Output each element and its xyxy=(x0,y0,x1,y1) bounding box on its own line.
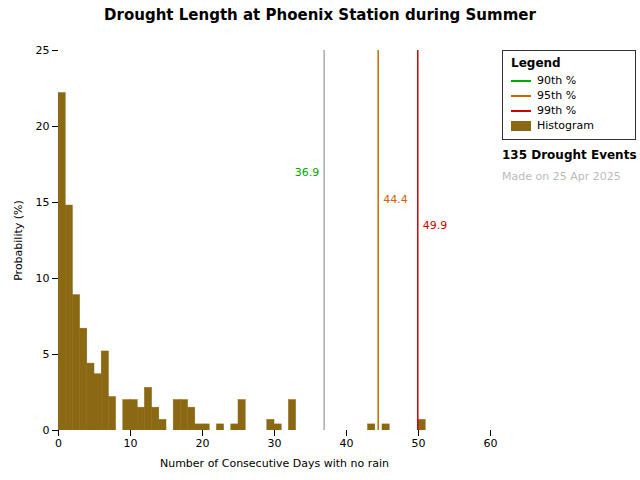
svg-text:10: 10 xyxy=(36,272,50,285)
svg-text:20: 20 xyxy=(36,120,50,133)
html-text:99th %: 99th % xyxy=(537,104,577,117)
svg-text:40: 40 xyxy=(340,437,354,450)
svg-text:60: 60 xyxy=(484,437,498,450)
svg-text:44.4: 44.4 xyxy=(383,193,408,206)
svg-text:36.9: 36.9 xyxy=(295,166,320,179)
html-text:135 Drought Events: 135 Drought Events xyxy=(502,148,637,162)
svg-text:Probability (%): Probability (%) xyxy=(12,200,25,281)
svg-text:25: 25 xyxy=(36,44,50,57)
svg-text:20: 20 xyxy=(196,437,210,450)
svg-text:15: 15 xyxy=(36,196,50,209)
svg-text:5: 5 xyxy=(43,348,50,361)
svg-text:0: 0 xyxy=(43,424,50,437)
html-text:Made on 25 Apr 2025: Made on 25 Apr 2025 xyxy=(502,170,621,183)
svg-text:30: 30 xyxy=(268,437,282,450)
svg-text:0: 0 xyxy=(55,437,62,450)
html-text:95th %: 95th % xyxy=(537,89,577,102)
svg-text:Number of Consecutive Days wit: Number of Consecutive Days with no rain xyxy=(160,457,389,470)
html-text:90th %: 90th % xyxy=(537,74,577,87)
svg-text:10: 10 xyxy=(124,437,138,450)
html-text:Legend: Legend xyxy=(511,56,561,70)
html-text:Drought Length at Phoenix Stat: Drought Length at Phoenix Station during… xyxy=(104,6,536,24)
svg-text:49.9: 49.9 xyxy=(423,219,448,232)
svg-text:50: 50 xyxy=(412,437,426,450)
html-text:Histogram: Histogram xyxy=(537,119,595,132)
